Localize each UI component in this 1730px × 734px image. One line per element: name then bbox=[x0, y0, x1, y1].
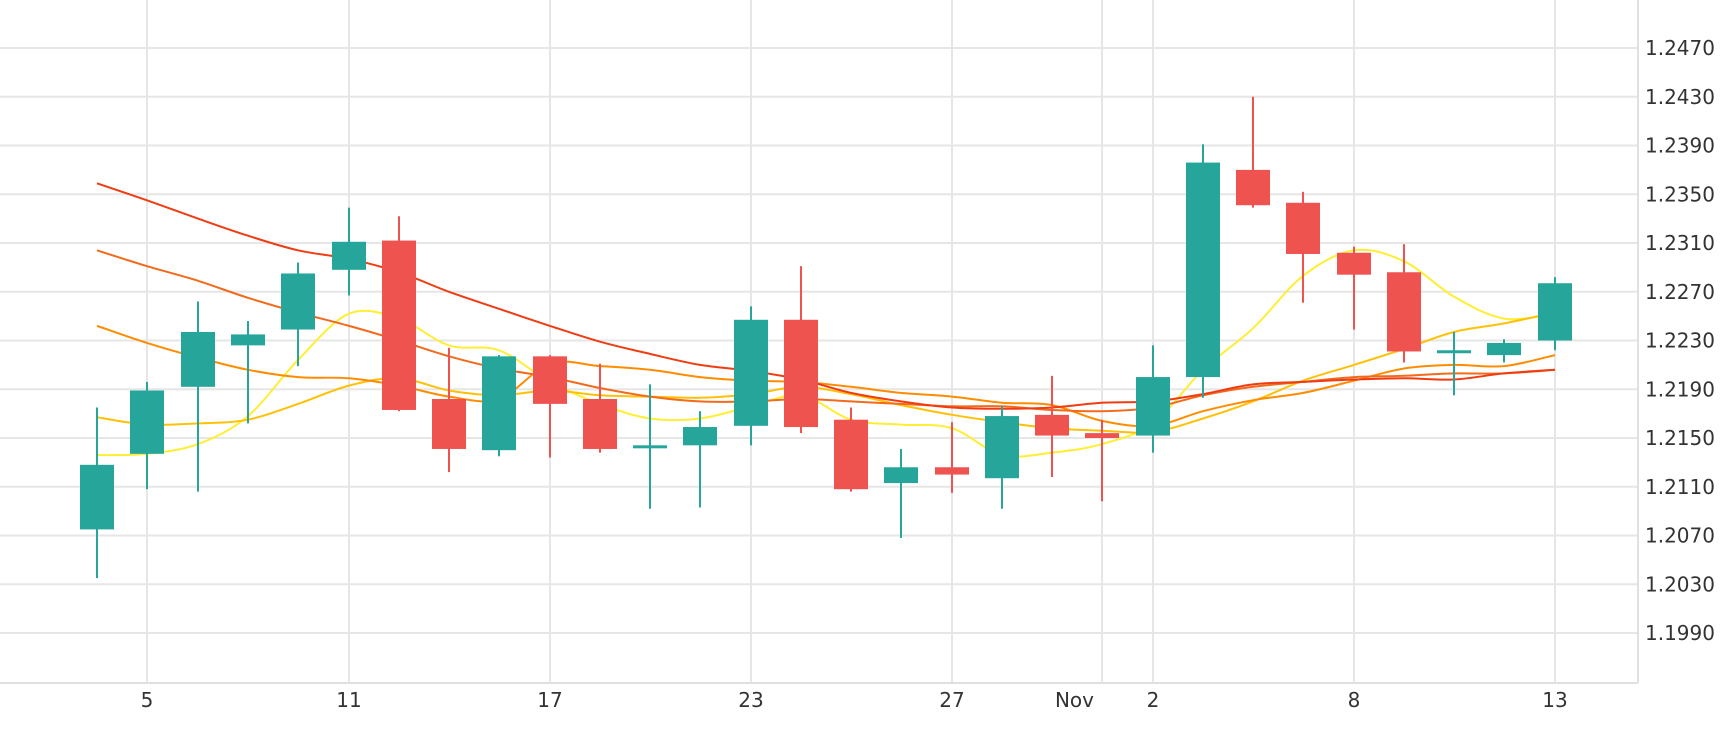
candle bbox=[935, 422, 969, 493]
y-tick-label: 1.2270 bbox=[1645, 280, 1715, 304]
candle-body-up bbox=[482, 356, 516, 451]
moving-average-line-2 bbox=[96, 311, 1556, 434]
y-tick-label: 1.2310 bbox=[1645, 231, 1715, 255]
candle-body-down bbox=[1286, 202, 1320, 254]
x-tick-label: 11 bbox=[336, 688, 361, 712]
y-tick-label: 1.2430 bbox=[1645, 85, 1715, 109]
candle bbox=[784, 266, 818, 434]
candle-body-up bbox=[884, 467, 918, 484]
candle-body-up bbox=[985, 416, 1019, 479]
x-tick-label: 27 bbox=[939, 688, 964, 712]
candle-layer bbox=[80, 96, 1572, 579]
candle bbox=[683, 411, 717, 508]
axis-layer: 1.2470 1.2430 1.2390 1.2350 1.2310 1.2270 1.22… bbox=[0, 0, 1715, 712]
candle-body-down bbox=[1085, 433, 1119, 438]
y-tick-label: 1.2350 bbox=[1645, 182, 1715, 206]
y-tick-label: 1.2470 bbox=[1645, 36, 1715, 60]
x-tick-label: 23 bbox=[738, 688, 763, 712]
grid-layer bbox=[0, 0, 1638, 683]
candle-body-down bbox=[533, 356, 567, 404]
candle bbox=[1085, 419, 1119, 502]
candle-body-down bbox=[1337, 252, 1371, 275]
candle-body-up bbox=[734, 319, 768, 426]
candle-body-down bbox=[834, 419, 868, 490]
candle bbox=[1538, 277, 1572, 351]
candle-body-up bbox=[633, 445, 667, 449]
y-tick-label: 1.2030 bbox=[1645, 572, 1715, 596]
candle-body-up bbox=[80, 464, 114, 530]
candle bbox=[1437, 331, 1471, 396]
candle bbox=[884, 448, 918, 538]
candle bbox=[734, 306, 768, 446]
candle bbox=[633, 384, 667, 509]
candle-body-down bbox=[935, 467, 969, 475]
candle-body-up bbox=[1538, 283, 1572, 341]
x-tick-label: 2 bbox=[1147, 688, 1160, 712]
candle-body-down bbox=[382, 240, 416, 410]
candle bbox=[1035, 375, 1069, 477]
candle-body-up bbox=[130, 390, 164, 454]
candle-body-up bbox=[332, 241, 366, 270]
candle bbox=[1186, 144, 1220, 398]
y-tick-label: 1.1990 bbox=[1645, 621, 1715, 645]
candle bbox=[834, 407, 868, 492]
candle-body-down bbox=[1035, 414, 1069, 436]
candle bbox=[130, 381, 164, 490]
x-tick-label: 13 bbox=[1542, 688, 1567, 712]
candle-body-down bbox=[1387, 272, 1421, 352]
candle bbox=[332, 207, 366, 296]
candle bbox=[583, 363, 617, 453]
candle bbox=[231, 321, 265, 424]
candle bbox=[985, 406, 1019, 509]
candle bbox=[1487, 339, 1521, 363]
candle bbox=[382, 216, 416, 412]
candle bbox=[533, 355, 567, 458]
y-tick-label: 1.2110 bbox=[1645, 475, 1715, 499]
x-tick-label: 8 bbox=[1348, 688, 1361, 712]
candle-body-down bbox=[1236, 169, 1270, 206]
candle-body-up bbox=[1136, 377, 1170, 436]
candle bbox=[80, 407, 114, 579]
candle bbox=[181, 301, 215, 492]
candle bbox=[482, 355, 516, 457]
candle bbox=[1236, 96, 1270, 208]
y-tick-label: 1.2390 bbox=[1645, 134, 1715, 158]
y-tick-label: 1.2190 bbox=[1645, 377, 1715, 401]
moving-average-line-5 bbox=[96, 182, 1556, 410]
moving-average-layer bbox=[96, 182, 1556, 458]
x-tick-label: Nov bbox=[1055, 688, 1094, 712]
candle-body-up bbox=[1487, 342, 1521, 356]
candle-body-up bbox=[683, 427, 717, 446]
moving-average-line-3 bbox=[96, 324, 1556, 428]
candle-body-up bbox=[1437, 350, 1471, 354]
candle-body-down bbox=[432, 399, 466, 449]
candle-body-up bbox=[181, 331, 215, 387]
candle-body-down bbox=[583, 399, 617, 449]
y-tick-label: 1.2230 bbox=[1645, 329, 1715, 353]
x-tick-label: 5 bbox=[141, 688, 154, 712]
candle bbox=[1286, 191, 1320, 303]
x-tick-label: 17 bbox=[537, 688, 562, 712]
candle bbox=[1136, 345, 1170, 453]
candle bbox=[432, 347, 466, 473]
candle-body-up bbox=[1186, 162, 1220, 378]
candle-body-down bbox=[784, 319, 818, 428]
candle bbox=[281, 262, 315, 367]
y-tick-label: 1.2070 bbox=[1645, 524, 1715, 548]
moving-average-line-1 bbox=[96, 248, 1556, 458]
y-tick-label: 1.2150 bbox=[1645, 426, 1715, 450]
candle-body-up bbox=[281, 273, 315, 330]
candle bbox=[1387, 244, 1421, 363]
candle bbox=[1337, 246, 1371, 330]
candle-body-up bbox=[231, 334, 265, 346]
